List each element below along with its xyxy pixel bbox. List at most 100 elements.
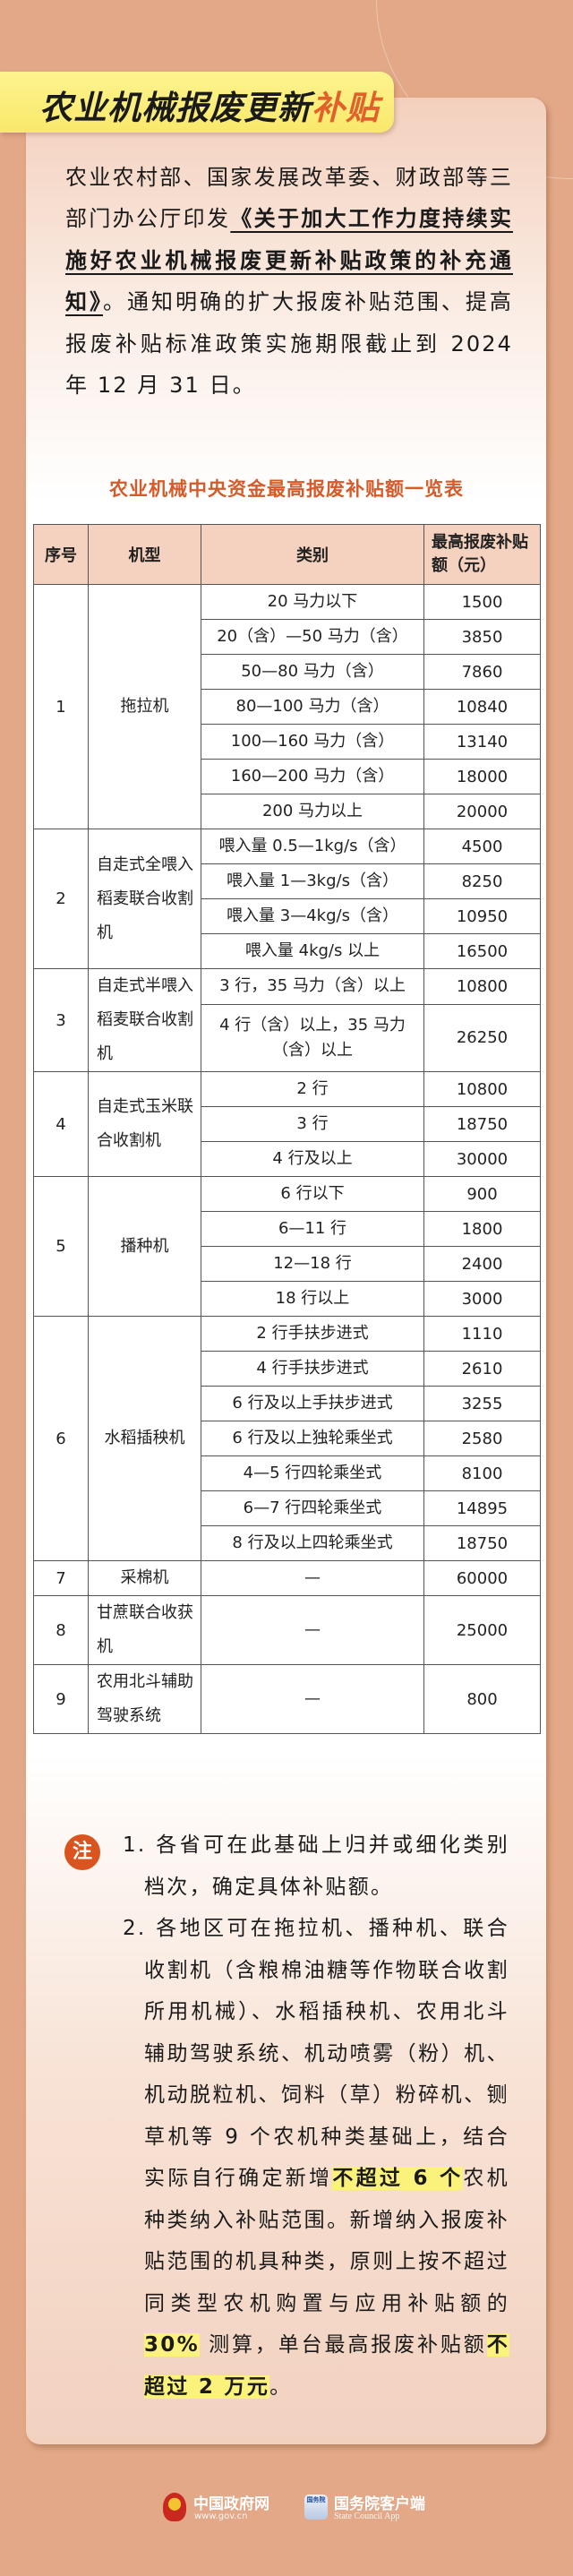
- machine-type: 自走式半喂入稻麦联合收割机: [88, 968, 201, 1072]
- subsidy-amount: 1800: [423, 1211, 541, 1247]
- subsidy-amount: 16500: [423, 933, 541, 969]
- category: 4 行手扶步进式: [201, 1351, 424, 1387]
- header-no: 序号: [33, 524, 89, 585]
- subsidy-amount: 30000: [423, 1141, 541, 1177]
- intro-post: 。通知明确的扩大报废补贴范围、提高报废补贴标准政策实施期限截止到 2024 年 …: [65, 289, 514, 399]
- subsidy-amount: 800: [423, 1664, 541, 1734]
- row-number: 9: [33, 1664, 89, 1734]
- category: 50—80 马力（含）: [201, 654, 424, 690]
- app-name: 国务院客户端: [334, 2495, 425, 2513]
- category: 3 行，35 马力（含）以上: [201, 968, 424, 1005]
- table-row: 5 播种机 6 行以下 900: [33, 1176, 541, 1317]
- subsidy-amount: 10800: [423, 968, 541, 1005]
- category: 100—160 马力（含）: [201, 724, 424, 760]
- subsidy-amount: 10950: [423, 898, 541, 934]
- subsidy-amount: 2400: [423, 1246, 541, 1282]
- category: 6 行及以上手扶步进式: [201, 1386, 424, 1421]
- category: 18 行以上: [201, 1281, 424, 1317]
- app-name-english: State Council App: [334, 2512, 400, 2521]
- table-row: 3 自走式半喂入稻麦联合收割机 3 行，35 马力（含）以上 10800: [33, 968, 541, 1072]
- app-icon-text: 国务院: [306, 2496, 326, 2503]
- table-row: 2 自走式全喂入稻麦联合收割机 喂入量 0.5—1kg/s（含） 4500: [33, 829, 541, 969]
- table-row: 4 行手扶步进式 2610: [34, 1351, 541, 1387]
- category: 3 行: [201, 1106, 424, 1142]
- subsidy-amount: 900: [423, 1176, 541, 1212]
- subsidy-amount: 14895: [423, 1490, 541, 1526]
- table-row: 100—160 马力（含） 13140: [34, 724, 541, 760]
- table-row: 9 农用北斗辅助驾驶系统 —800: [33, 1664, 541, 1734]
- machine-type: 播种机: [88, 1176, 201, 1317]
- subsidy-amount: 3850: [423, 619, 541, 655]
- table-row: 3 行 18750: [34, 1106, 541, 1142]
- row-number: 4: [33, 1071, 89, 1177]
- title-accent: 补贴: [312, 89, 380, 127]
- category: —: [201, 1595, 424, 1665]
- category: 20 马力以下: [201, 584, 424, 620]
- table-row: 12—18 行 2400: [34, 1246, 541, 1282]
- subsidy-amount: 10800: [423, 1071, 541, 1107]
- category: 8 行及以上四轮乘坐式: [201, 1525, 424, 1561]
- table-title: 农业机械中央资金最高报废补贴额一览表: [109, 478, 464, 500]
- subsidy-amount: 3000: [423, 1281, 541, 1317]
- table-row: 80—100 马力（含） 10840: [34, 689, 541, 725]
- table-row: 200 马力以上 20000: [34, 794, 541, 829]
- table-row: 6—7 行四轮乘坐式 14895: [34, 1490, 541, 1526]
- machine-type: 水稻插秧机: [88, 1316, 201, 1561]
- table-row: 8 行及以上四轮乘坐式 18750: [34, 1525, 541, 1561]
- header-type: 机型: [88, 524, 201, 585]
- row-number: 3: [33, 968, 89, 1072]
- header-category: 类别: [201, 524, 424, 585]
- machine-type: 采棉机: [88, 1560, 201, 1596]
- subsidy-amount: 8250: [423, 863, 541, 899]
- row-number: 2: [33, 829, 89, 969]
- notes: 1. 各省可在此基础上归并或细化类别档次，确定具体补贴额。 2. 各地区可在拖拉…: [123, 1825, 509, 2408]
- subsidy-amount: 18000: [423, 759, 541, 794]
- note-badge: 注: [64, 1834, 100, 1870]
- note-text: 2. 各地区可在拖拉机、播种机、联合收割机（含粮棉油糖等作物联合收割所用机械）、…: [123, 1917, 509, 2190]
- subsidy-amount: 2580: [423, 1421, 541, 1456]
- category: 喂入量 3—4kg/s（含）: [201, 898, 424, 934]
- subsidy-amount: 25000: [423, 1595, 541, 1665]
- category: 6 行及以上独轮乘坐式: [201, 1421, 424, 1456]
- row-number: 1: [33, 584, 89, 829]
- header-amount: 最高报废补贴额（元）: [423, 524, 541, 585]
- machine-type: 农用北斗辅助驾驶系统: [88, 1664, 201, 1734]
- table-row: 喂入量 4kg/s 以上 16500: [34, 933, 541, 969]
- category: 20（含）—50 马力（含）: [201, 619, 424, 655]
- page-title: 农业机械报废更新补贴: [39, 81, 380, 129]
- subsidy-amount: 18750: [423, 1106, 541, 1142]
- category: 200 马力以上: [201, 794, 424, 829]
- table-row: 1 拖拉机 20 马力以下 1500: [33, 584, 541, 829]
- table-row: 4 行及以上 30000: [34, 1141, 541, 1177]
- table-row: 4 行（含）以上，35 马力（含）以上 26250: [34, 1003, 541, 1073]
- table-row: 6 行及以上独轮乘坐式 2580: [34, 1421, 541, 1456]
- subsidy-amount: 3255: [423, 1386, 541, 1421]
- state-council-app-icon: 国务院: [304, 2494, 328, 2520]
- table-row: 喂入量 1—3kg/s（含） 8250: [34, 863, 541, 899]
- category: 160—200 马力（含）: [201, 759, 424, 794]
- subsidy-amount: 18750: [423, 1525, 541, 1561]
- category: 80—100 马力（含）: [201, 689, 424, 725]
- category: 4 行（含）以上，35 马力（含）以上: [201, 1003, 424, 1073]
- table-row: 20（含）—50 马力（含） 3850: [34, 619, 541, 655]
- category: —: [201, 1664, 424, 1734]
- category: 2 行: [201, 1071, 424, 1107]
- category: 喂入量 1—3kg/s（含）: [201, 863, 424, 899]
- subsidy-amount: 2610: [423, 1351, 541, 1387]
- subsidy-amount: 13140: [423, 724, 541, 760]
- category: —: [201, 1560, 424, 1596]
- category: 2 行手扶步进式: [201, 1316, 424, 1352]
- table-row: 6—11 行 1800: [34, 1211, 541, 1247]
- intro-paragraph: 农业农村部、国家发展改革委、财政部等三部门办公厅印发《关于加大工作力度持续实施好…: [65, 157, 513, 406]
- intro-pre: 农业农村部、国家发展改革委、财政部等三部门办公厅印发: [65, 165, 513, 232]
- note-text: 测算，单台最高报废补贴额: [199, 2333, 487, 2357]
- machine-type: 拖拉机: [88, 584, 201, 829]
- table-row: 7 采棉机 —60000: [33, 1560, 541, 1596]
- subsidy-amount: 8100: [423, 1455, 541, 1491]
- subsidy-amount: 10840: [423, 689, 541, 725]
- table-row: 18 行以上 3000: [34, 1281, 541, 1317]
- note-item-2: 2. 各地区可在拖拉机、播种机、联合收割机（含粮棉油糖等作物联合收割所用机械）、…: [123, 1908, 509, 2408]
- table-row: 6 水稻插秧机 2 行手扶步进式 1110: [33, 1316, 541, 1561]
- footer: 中国政府网 www.gov.cn 国务院 国务院客户端 State Counci…: [0, 2493, 573, 2529]
- note-item-1: 1. 各省可在此基础上归并或细化类别档次，确定具体补贴额。: [123, 1833, 509, 1899]
